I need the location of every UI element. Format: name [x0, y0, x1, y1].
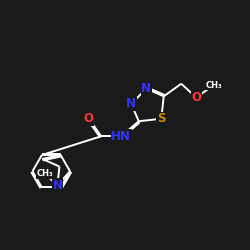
Text: N: N [126, 97, 136, 110]
Text: S: S [157, 112, 166, 125]
Text: N: N [52, 179, 62, 192]
Text: N: N [141, 82, 151, 95]
Text: CH₃: CH₃ [36, 170, 53, 178]
Text: CH₃: CH₃ [206, 80, 222, 90]
Text: HN: HN [111, 130, 131, 143]
Text: O: O [191, 91, 201, 104]
Text: O: O [84, 112, 94, 125]
